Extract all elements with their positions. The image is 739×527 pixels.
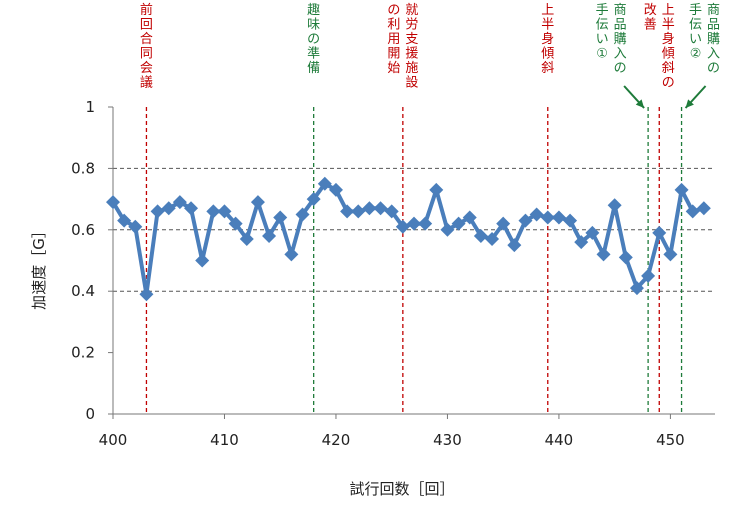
x-tick-label: 400 [99, 431, 128, 449]
axes [108, 106, 715, 419]
data-point [696, 201, 711, 216]
data-point [529, 207, 544, 222]
data-point [507, 238, 522, 253]
data-point [607, 198, 622, 213]
data-point [328, 182, 343, 197]
data-point [551, 210, 566, 225]
event-label: 趣味の準備 [307, 3, 320, 76]
event-label: の利用開始 [387, 3, 400, 76]
y-tick-label: 0.2 [71, 344, 95, 362]
y-tick-label: 0.4 [71, 282, 95, 300]
event-arrow-head [685, 99, 694, 108]
data-point [195, 253, 210, 268]
data-point [228, 216, 243, 231]
y-tick-label: 1 [85, 98, 95, 116]
data-point [451, 216, 466, 231]
data-point [250, 195, 265, 210]
data-point [362, 201, 377, 216]
data-point [674, 182, 689, 197]
x-tick-label: 420 [322, 431, 351, 449]
data-point [295, 207, 310, 222]
data-point [496, 216, 511, 231]
data-point [172, 195, 187, 210]
data-point [106, 195, 120, 210]
event-label: 商品購入の [707, 3, 720, 76]
event-label: 商品購入の [614, 3, 627, 76]
data-point [629, 281, 644, 296]
data-point [340, 204, 355, 219]
x-tick-label: 450 [656, 431, 685, 449]
y-tick-label: 0.6 [71, 221, 95, 239]
event-lines [145, 107, 683, 414]
data-point [473, 228, 488, 243]
data-point [351, 204, 366, 219]
data-point [395, 219, 410, 234]
y-tick-label: 0 [85, 405, 95, 423]
data-point [373, 201, 388, 216]
data-point [652, 225, 667, 240]
data-point [418, 216, 433, 231]
data-point [462, 210, 477, 225]
data-point [540, 210, 555, 225]
x-tick-label: 430 [433, 431, 462, 449]
x-axis-label: 試行回数［回］ [349, 480, 454, 498]
data-point [596, 247, 611, 262]
data-point [585, 225, 600, 240]
x-tick-label: 410 [210, 431, 239, 449]
data-point [384, 204, 399, 219]
data-point [574, 235, 589, 250]
data-point [306, 192, 321, 207]
data-point [563, 213, 578, 228]
event-label-group: 上半身傾斜 [541, 3, 554, 76]
data-point [184, 201, 199, 216]
data-point [663, 247, 678, 262]
data-point [239, 232, 254, 247]
event-label-group: 趣味の準備 [307, 3, 320, 76]
y-axis-label: 加速度［G］ [30, 223, 48, 310]
y-tick-label: 0.8 [71, 159, 95, 177]
data-point [407, 216, 421, 231]
data-point [139, 287, 154, 302]
data-point [429, 182, 444, 197]
data-point [317, 176, 332, 191]
event-label: 就労支援施設 [405, 3, 418, 91]
event-label: 上半身傾斜の [662, 3, 675, 91]
data-point [217, 204, 232, 219]
data-point [262, 228, 277, 243]
event-arrow-head [635, 99, 645, 108]
data-point [273, 210, 288, 225]
data-point [206, 204, 221, 219]
data-point [618, 250, 633, 265]
series-line [111, 181, 705, 297]
data-point [518, 213, 533, 228]
data-point [685, 204, 700, 219]
x-tick-label: 440 [545, 431, 574, 449]
data-point [284, 247, 299, 262]
data-point [117, 213, 132, 228]
data-point [440, 222, 455, 237]
event-label: 手伝い ① [596, 3, 609, 62]
data-point [485, 232, 500, 247]
event-label: 前回合同会議 [140, 2, 153, 91]
event-label: 手伝い ② [689, 3, 702, 62]
data-point [641, 268, 656, 283]
tick-labels: 0 0.2 0.4 0.6 0.8 1 400 410 420 430 440 450 [71, 98, 685, 449]
event-label: 上半身傾斜 [541, 3, 554, 76]
series-acceleration [106, 176, 711, 302]
event-label-group: 前回合同会議 [140, 2, 153, 91]
data-point [150, 204, 165, 219]
data-point [161, 201, 176, 216]
data-point [128, 219, 143, 234]
event-label: 改善 [644, 3, 657, 33]
